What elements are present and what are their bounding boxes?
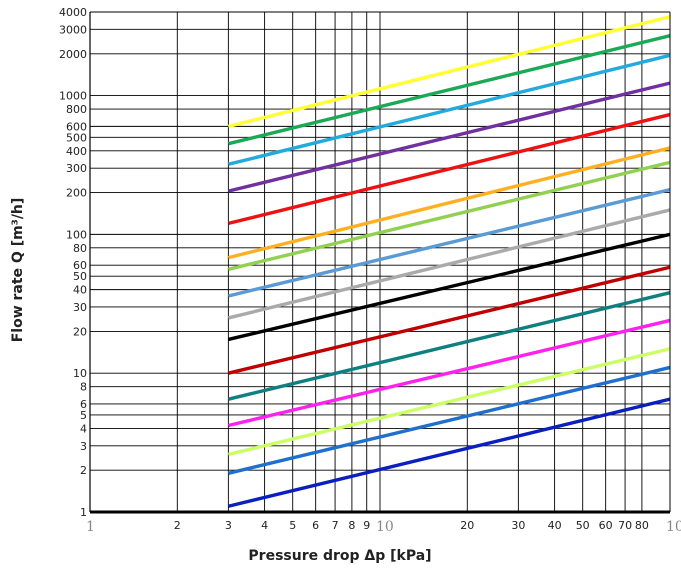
x-tick-label: 5 [289, 519, 296, 532]
series-layer [227, 15, 671, 508]
y-tick-label: 300 [66, 162, 87, 175]
x-tick-label: 9 [363, 519, 370, 532]
series-line-9 [227, 208, 671, 320]
y-tick-label: 8 [80, 381, 87, 394]
y-tick-label: 4000 [59, 6, 87, 19]
y-tick-label: 200 [66, 187, 87, 200]
label-layer: 1234568102030405060801002003004005006008… [59, 6, 681, 535]
x-tick-label: 10 [376, 519, 394, 535]
x-tick-label: 60 [599, 519, 613, 532]
y-tick-label: 60 [73, 259, 87, 272]
y-tick-label: 10 [73, 367, 87, 380]
y-tick-label: 40 [73, 284, 87, 297]
series-line-1 [227, 15, 671, 129]
series-line-2 [227, 34, 671, 146]
x-tick-label: 20 [460, 519, 474, 532]
y-tick-label: 400 [66, 145, 87, 158]
series-line-15 [227, 365, 671, 475]
y-tick-label: 100 [66, 228, 87, 241]
y-tick-label: 1000 [59, 90, 87, 103]
series-line-14 [227, 347, 671, 457]
x-tick-label: 30 [511, 519, 525, 532]
x-tick-label: 80 [635, 519, 649, 532]
y-tick-label: 80 [73, 242, 87, 255]
y-tick-label: 2 [80, 464, 87, 477]
series-line-10 [227, 232, 671, 342]
series-line-3 [227, 53, 671, 166]
y-tick-label: 30 [73, 301, 87, 314]
y-axis-title: Flow rate Q [m³/h] [10, 198, 26, 343]
series-line-16 [227, 397, 671, 508]
y-tick-label: 2000 [59, 48, 87, 61]
series-line-13 [227, 318, 671, 428]
y-tick-label: 6 [80, 398, 87, 411]
x-tick-label: 7 [332, 519, 339, 532]
x-tick-label: 70 [618, 519, 632, 532]
y-tick-label: 600 [66, 120, 87, 133]
y-tick-label: 1 [80, 506, 87, 519]
x-tick-label: 1 [86, 519, 95, 535]
x-tick-label: 4 [261, 519, 268, 532]
axis-layer [89, 11, 671, 514]
y-tick-label: 5 [80, 409, 87, 422]
x-tick-label: 3 [225, 519, 232, 532]
y-tick-label: 3 [80, 440, 87, 453]
y-tick-label: 800 [66, 103, 87, 116]
y-tick-label: 20 [73, 325, 87, 338]
x-axis-title: Pressure drop Δp [kPa] [248, 548, 431, 564]
x-tick-label: 2 [174, 519, 181, 532]
series-line-7 [227, 160, 671, 271]
y-tick-label: 3000 [59, 23, 87, 36]
y-tick-label: 500 [66, 131, 87, 144]
series-line-8 [227, 188, 671, 298]
x-tick-label: 8 [348, 519, 355, 532]
x-tick-label: 40 [548, 519, 562, 532]
series-line-11 [227, 265, 671, 375]
y-tick-label: 50 [73, 270, 87, 283]
x-tick-label: 6 [312, 519, 319, 532]
x-tick-label: 50 [576, 519, 590, 532]
grid-layer [90, 11, 671, 512]
series-line-4 [227, 81, 671, 193]
series-line-5 [227, 112, 671, 226]
series-line-12 [227, 291, 671, 401]
x-tick-label: 100 [666, 519, 681, 535]
series-line-6 [227, 146, 671, 260]
y-tick-label: 4 [80, 422, 87, 435]
